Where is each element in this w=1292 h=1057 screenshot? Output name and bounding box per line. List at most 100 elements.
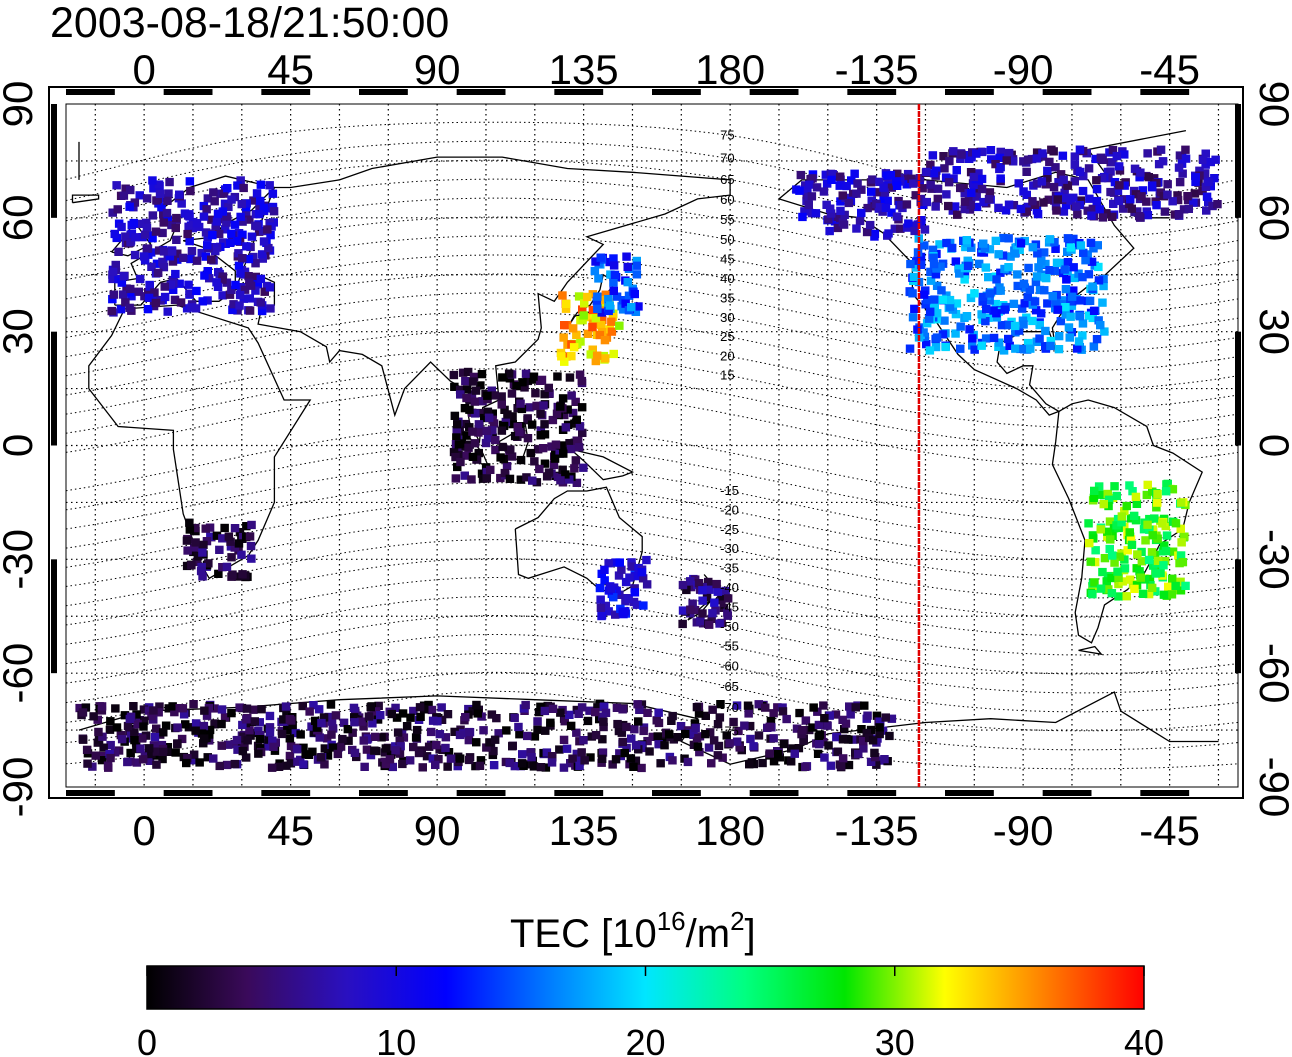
tec-cell: [563, 405, 572, 414]
tec-cell: [1206, 157, 1215, 167]
tec-cell: [521, 369, 531, 378]
tec-cell: [1180, 532, 1189, 541]
tec-cell: [609, 254, 618, 263]
tec-cell: [553, 372, 562, 381]
tec-cell: [846, 710, 855, 719]
tec-cell: [162, 208, 172, 218]
tec-cell: [203, 194, 213, 203]
tec-cell: [240, 742, 249, 751]
tec-cell: [698, 586, 707, 595]
tec-cell: [994, 342, 1003, 351]
tec-cell: [1000, 305, 1009, 314]
tec-cell: [545, 389, 554, 398]
tec-cell: [1110, 482, 1119, 491]
tec-cell: [886, 170, 896, 180]
tec-cell: [1153, 556, 1163, 565]
tec-cell: [238, 570, 247, 579]
tec-cell: [875, 729, 884, 739]
tec-cell: [172, 235, 181, 244]
tec-cell: [639, 601, 648, 610]
tec-cell: [227, 553, 236, 562]
tec-cell: [593, 304, 602, 313]
tec-cell: [678, 619, 687, 629]
tec-cell: [1168, 197, 1177, 206]
tec-cell: [1103, 527, 1112, 536]
tec-cell: [426, 727, 436, 737]
tec-cell: [524, 760, 533, 769]
tec-cell: [489, 746, 498, 756]
tec-cell: [249, 196, 258, 205]
magnetic-latitude-label: 25: [720, 329, 734, 344]
tec-cell: [1114, 592, 1123, 601]
frame-tick-bottom: [652, 790, 701, 796]
tec-cell: [464, 736, 474, 745]
tec-cell: [1019, 157, 1028, 166]
tec-cell: [1156, 145, 1166, 154]
tec-cell: [667, 716, 676, 725]
bottom-lon-tick-label: 135: [549, 807, 619, 854]
tec-cell: [1127, 540, 1137, 549]
tec-cell: [137, 734, 147, 743]
tec-cell: [530, 457, 539, 466]
tec-cell: [1198, 186, 1207, 196]
tec-cell: [1008, 157, 1018, 166]
tec-cell: [967, 243, 976, 252]
tec-cell: [938, 295, 947, 304]
tec-cell: [479, 726, 488, 735]
tec-cell: [586, 753, 595, 762]
tec-cell: [1039, 248, 1049, 257]
tec-cell: [462, 393, 471, 403]
tec-cell: [181, 720, 190, 729]
tec-cell: [722, 731, 731, 740]
tec-cell: [630, 572, 640, 581]
tec-cell: [1070, 160, 1080, 169]
tec-cell: [1028, 243, 1038, 252]
tec-cell: [265, 181, 274, 190]
tec-cell: [1069, 263, 1078, 272]
tec-cell: [497, 426, 507, 435]
frame-tick-bottom: [456, 790, 506, 796]
tec-cell: [630, 588, 640, 597]
tec-cell: [291, 728, 300, 738]
tec-cell: [960, 270, 970, 279]
tec-cell: [455, 385, 465, 394]
tec-cell: [177, 199, 186, 208]
frame-tick-bottom: [847, 790, 897, 796]
tec-cell: [173, 255, 182, 264]
tec-cell: [507, 452, 517, 461]
tec-cell: [718, 753, 727, 762]
tec-cell: [1041, 326, 1050, 336]
tec-cell: [609, 261, 619, 270]
tec-cell: [562, 744, 572, 753]
tec-cell: [78, 735, 88, 744]
tec-cell: [540, 390, 549, 399]
tec-cell: [606, 584, 615, 593]
tec-cell: [1034, 263, 1043, 272]
tec-cell: [327, 730, 336, 739]
magnetic-latitude-label: -40: [720, 580, 739, 595]
tec-cell: [452, 427, 461, 436]
tec-cell: [1078, 273, 1087, 282]
tec-cell: [902, 180, 912, 189]
tec-cell: [366, 703, 375, 712]
tec-cell: [201, 524, 210, 533]
tec-cell: [537, 375, 547, 384]
tec-cell: [721, 586, 730, 596]
tec-cell: [1095, 490, 1105, 499]
tec-cell: [594, 274, 603, 283]
tec-cell: [611, 755, 621, 764]
tec-cell: [732, 737, 742, 746]
tec-cell: [625, 573, 634, 582]
tec-cell: [552, 409, 562, 418]
tec-cell: [795, 708, 804, 718]
tec-cell: [571, 397, 580, 406]
tec-cell: [472, 738, 481, 747]
tec-cell: [217, 705, 227, 714]
tec-cell: [618, 705, 627, 714]
tec-cell: [106, 753, 115, 763]
tec-cell: [191, 719, 201, 728]
tec-cell: [331, 711, 341, 720]
tec-cell: [411, 733, 421, 742]
tec-cell: [470, 397, 480, 406]
tec-cell: [1005, 341, 1014, 350]
